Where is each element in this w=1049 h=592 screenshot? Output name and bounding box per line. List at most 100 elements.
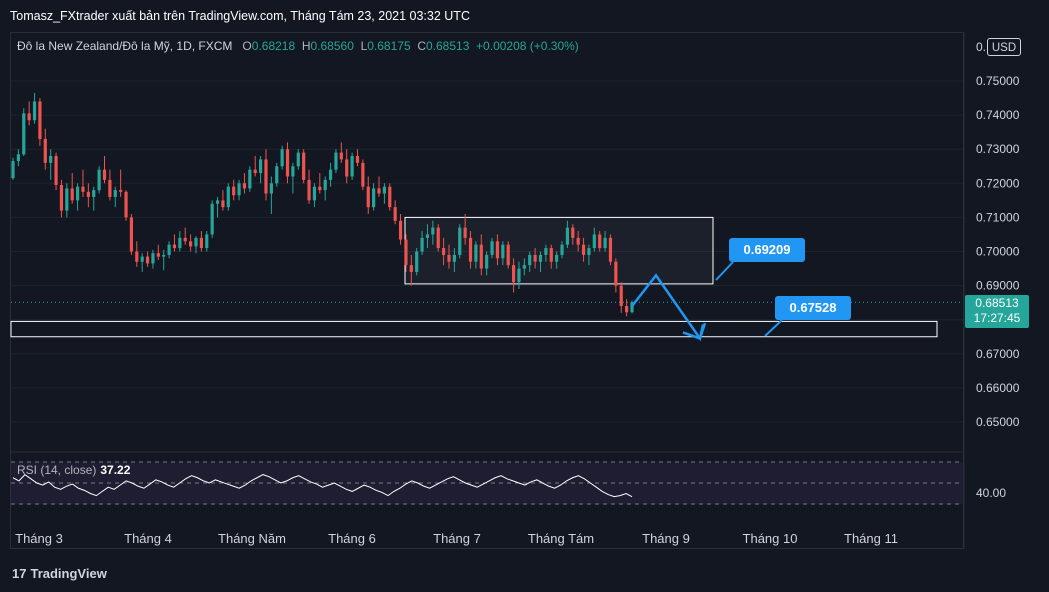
- high-value: 0.68560: [310, 39, 354, 53]
- tradingview-logo[interactable]: 17 TradingView: [12, 566, 107, 581]
- candle-body: [38, 101, 42, 139]
- candle-body: [442, 248, 446, 255]
- rsi-legend[interactable]: RSI (14, close) 37.22: [17, 463, 130, 477]
- candle-body: [393, 207, 397, 221]
- price-label-top: 0.: [976, 40, 986, 54]
- candle-body: [345, 159, 349, 177]
- time-label: Tháng Năm: [218, 531, 286, 546]
- candle-body: [571, 227, 575, 238]
- candle-body: [49, 156, 53, 163]
- logo-text: TradingView: [30, 566, 107, 581]
- candle-body: [425, 234, 430, 238]
- callout-lower[interactable]: 0.67528: [775, 296, 851, 320]
- candle-body: [275, 166, 279, 184]
- candle-body: [135, 251, 139, 262]
- candle-body: [388, 186, 392, 208]
- candle-body: [296, 152, 300, 167]
- price-label: 0.75000: [976, 74, 1020, 88]
- time-label: Tháng 9: [642, 531, 690, 546]
- candle-body: [463, 227, 467, 238]
- candle-body: [97, 169, 101, 191]
- open-label: O: [242, 39, 252, 53]
- high-label: H: [301, 39, 311, 53]
- current-price-badge: 0.68513 17:27:45: [965, 295, 1029, 328]
- candle-body: [280, 149, 284, 167]
- candle-body: [625, 306, 629, 313]
- candle-body: [603, 237, 607, 249]
- time-label: Tháng 7: [433, 531, 481, 546]
- candle-body: [140, 256, 144, 262]
- candle-body: [205, 234, 209, 249]
- bar-countdown: 17:27:45: [973, 311, 1021, 325]
- candle-body: [587, 248, 591, 255]
- candle-body: [398, 220, 403, 240]
- candle-body: [183, 237, 187, 242]
- candle-body: [75, 186, 80, 201]
- candle-body: [501, 244, 505, 259]
- low-label: L: [360, 39, 368, 53]
- candle-body: [27, 113, 31, 121]
- callout-upper-pointer: [715, 261, 734, 281]
- rsi-line: [12, 473, 633, 498]
- candle-body: [576, 237, 580, 245]
- price-label: 0.70000: [976, 245, 1020, 259]
- candle-body: [544, 248, 548, 255]
- candle-body: [409, 265, 413, 272]
- candle-body: [302, 152, 306, 180]
- candle-body: [366, 186, 370, 208]
- close-label: C: [417, 39, 426, 53]
- candle-body: [242, 183, 247, 189]
- chart-pane[interactable]: [10, 32, 964, 549]
- price-label: 0.72000: [976, 176, 1020, 190]
- candle-body: [86, 191, 90, 197]
- author-line: Tomasz_FXtrader xuất bản trên TradingVie…: [10, 9, 470, 23]
- candle-body: [598, 234, 602, 249]
- rsi-axis-label: 40.00: [976, 486, 1006, 500]
- candle-body: [474, 244, 478, 262]
- candle-body: [259, 159, 263, 174]
- candle-body: [533, 254, 537, 262]
- candle-body: [199, 237, 203, 249]
- candle-body: [285, 149, 290, 177]
- candle-body: [65, 188, 69, 211]
- candle-body: [581, 244, 586, 255]
- candle-body: [22, 113, 26, 155]
- time-label: Tháng Tám: [528, 531, 594, 546]
- candle-body: [630, 302, 634, 313]
- projection-path: [631, 273, 707, 342]
- symbol-legend[interactable]: Đô la New Zealand/Đô la Mỹ, 1D, FXCM O0.…: [17, 39, 579, 53]
- candle-body: [92, 190, 96, 197]
- candle-body: [506, 244, 510, 266]
- candle-body: [415, 251, 419, 272]
- candle-body: [361, 162, 365, 187]
- candle-body: [522, 265, 526, 269]
- candle-body: [495, 241, 500, 259]
- candle-body: [468, 237, 473, 262]
- open-value: 0.68218: [251, 39, 296, 53]
- candle-body: [253, 169, 257, 174]
- candle-body: [11, 161, 15, 179]
- candle-body: [452, 254, 456, 262]
- candle-body: [436, 227, 440, 249]
- symbol-name[interactable]: Đô la New Zealand/Đô la Mỹ, 1D, FXCM: [17, 39, 233, 53]
- candle-body: [70, 188, 74, 201]
- callout-upper[interactable]: 0.69209: [729, 238, 805, 262]
- candle-body: [248, 169, 252, 189]
- rsi-label[interactable]: RSI (14, close): [17, 463, 97, 477]
- candle-body: [43, 138, 47, 163]
- candle-body: [145, 256, 150, 264]
- candle-body: [237, 183, 241, 196]
- change-value: +0.00208 (+0.30%): [476, 39, 579, 53]
- time-label: Tháng 4: [124, 531, 172, 546]
- price-label: 0.69000: [976, 279, 1020, 293]
- candle-body: [162, 254, 166, 257]
- candle-body: [458, 227, 462, 255]
- candle-body: [560, 244, 564, 255]
- candle-body: [32, 101, 37, 121]
- candle-body: [528, 254, 532, 266]
- candle-series: [11, 92, 634, 317]
- time-label: Tháng 3: [15, 531, 63, 546]
- candle-body: [479, 244, 483, 269]
- currency-button[interactable]: USD: [987, 38, 1021, 56]
